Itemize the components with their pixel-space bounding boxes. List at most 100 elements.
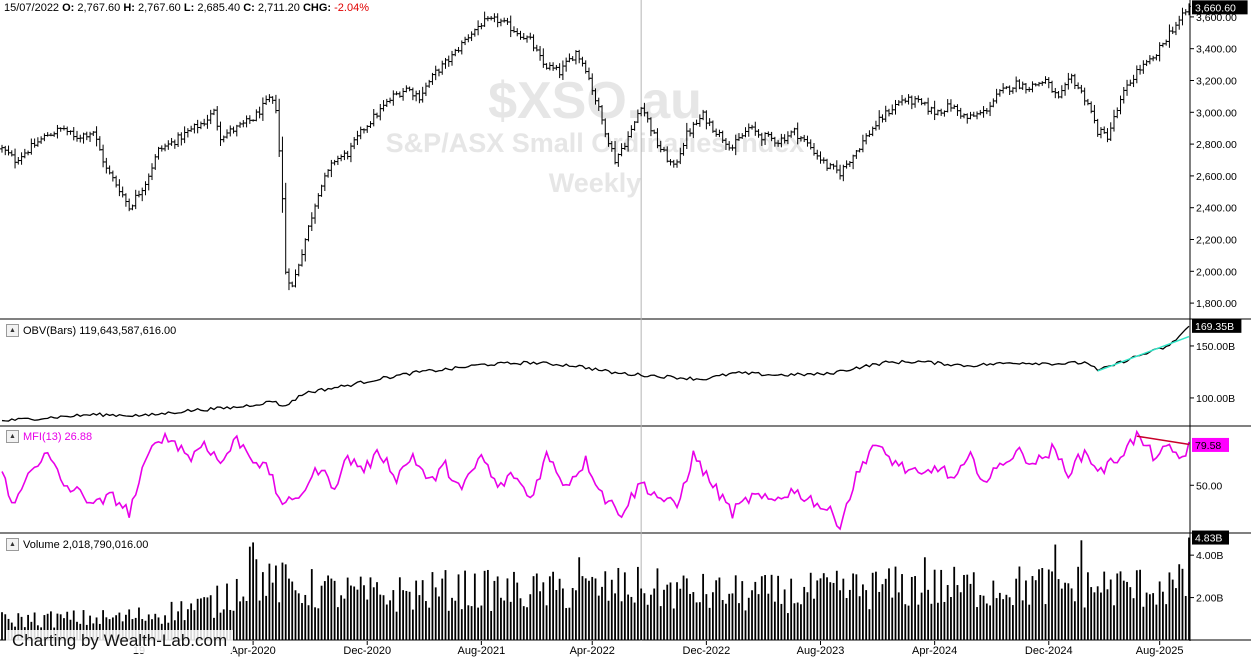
volume-bar [940,569,943,640]
volume-bar [1044,604,1047,640]
volume-bar [1162,591,1164,640]
volume-bar [108,619,111,640]
price-bar [815,149,820,160]
volume-bar [751,590,753,640]
price-bar [140,187,145,202]
mfi-pane[interactable] [1,429,1190,531]
volume-bar [1158,581,1161,640]
price-bar [228,125,233,137]
price-bar [306,225,311,242]
volume-bar [1100,592,1102,640]
price-bar [482,11,487,27]
price-bar [339,154,344,162]
volume-bar [131,619,134,640]
volume-bar [982,595,985,640]
volume-bar [206,597,209,640]
price-bar [909,95,914,110]
collapse-triangle-icon[interactable]: ▲ [6,324,19,337]
volume-bar [725,603,727,640]
volume-bar [1171,579,1174,640]
volume-bar [865,590,868,640]
volume-bar [1054,544,1057,640]
price-bar [32,138,37,148]
volume-bar [643,593,646,640]
price-bar [498,18,503,27]
volume-bar [261,572,264,640]
price-bar [913,96,918,108]
price-bar [1167,24,1172,48]
volume-bar [591,576,594,640]
volume-bar [666,584,669,640]
price-bar [502,17,507,23]
price-bar [114,175,119,188]
volume-bar [1057,579,1060,640]
price-bar [1141,60,1146,74]
price-bar [247,115,252,124]
volume-bar [868,609,871,640]
volume-bar [1168,572,1171,640]
price-bar [267,94,272,103]
volume-bar [555,590,558,640]
collapse-triangle-icon[interactable]: ▲ [6,430,19,443]
price-bar [1118,95,1123,115]
volume-bar [271,582,274,640]
price-bar [564,57,569,72]
volume-bar [389,600,391,640]
volume-bar [526,607,528,640]
volume-bar [826,577,828,640]
price-bar [277,98,282,157]
collapse-triangle-icon[interactable]: ▲ [6,538,19,551]
price-bar [58,127,63,132]
price-bar [110,170,115,182]
price-bar [244,115,249,128]
obv-pane[interactable] [1,325,1190,422]
price-bar [1170,26,1175,35]
price-bar [704,110,709,130]
price-bar [404,85,409,93]
volume-bar [822,573,825,640]
obv-trendline [1097,335,1190,372]
info-high-label: H: [123,2,135,14]
price-bar [945,99,950,113]
volume-bar [1165,604,1168,640]
volume-bar [1113,605,1115,640]
volume-bar [506,578,509,640]
volume-bar [1175,588,1177,640]
volume-bar [284,564,287,640]
volume-bar [255,559,258,640]
price-bar [205,114,210,129]
volume-bar [411,609,414,640]
volume-bar [832,582,835,640]
volume-bar [415,580,418,640]
volume-bar [460,609,463,640]
volume-bar [839,590,841,640]
volume-bar [483,570,486,640]
price-bar [358,126,363,140]
volume-bar [819,578,822,640]
volume-bar [888,568,890,640]
obv-pane-label: ▲ OBV(Bars) 119,643,587,616.00 [6,324,176,337]
volume-bar [1083,607,1086,640]
x-tick-label: Aug-2023 [797,645,845,657]
price-bar [440,60,445,75]
volume-bar [998,592,1001,640]
volume-bar [842,578,845,640]
volume-bar [630,596,633,640]
volume-bar [705,594,708,640]
volume-bar [147,614,150,640]
last-value-label: 4.83B [1195,533,1222,545]
volume-bar [715,580,718,640]
volume-bar [372,587,375,640]
y-tick-label: 1,800.00 [1196,298,1237,310]
price-bar [841,164,846,182]
volume-bar [193,610,196,640]
volume-bar [138,607,140,640]
volume-bar [617,567,620,640]
price-bar [906,94,911,105]
volume-bar [747,597,750,640]
volume-bar [363,585,365,640]
volume-pane[interactable] [1,537,1190,640]
y-tick-label: 3,000.00 [1196,107,1237,119]
price-pane[interactable] [0,3,1191,291]
